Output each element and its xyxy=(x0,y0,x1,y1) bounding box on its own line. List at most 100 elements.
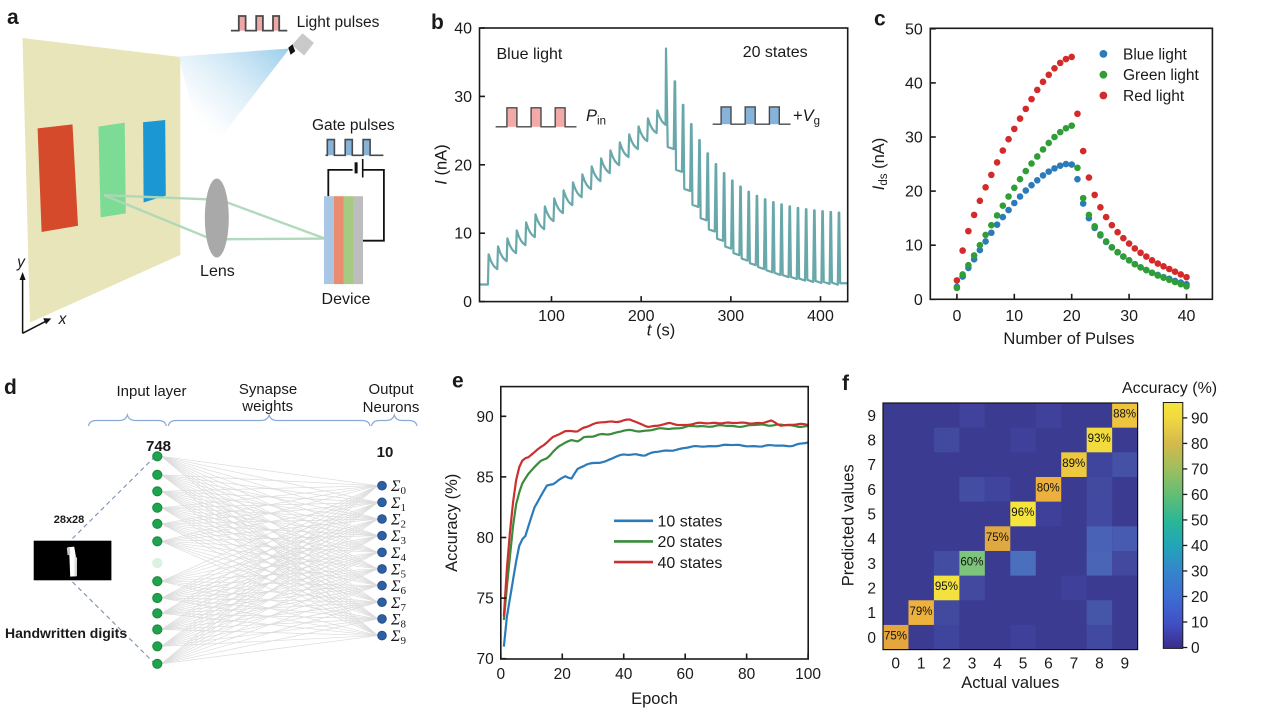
svg-text:Device: Device xyxy=(322,291,371,308)
svg-text:100: 100 xyxy=(538,308,565,325)
svg-text:200: 200 xyxy=(628,308,655,325)
svg-text:300: 300 xyxy=(717,308,744,325)
svg-text:Predicted values: Predicted values xyxy=(840,464,858,586)
svg-text:Gate pulses: Gate pulses xyxy=(312,117,395,134)
svg-text:40: 40 xyxy=(1178,308,1196,325)
svg-text:weights: weights xyxy=(241,398,293,415)
svg-text:Blue light: Blue light xyxy=(1123,46,1187,63)
svg-text:Synapse: Synapse xyxy=(239,381,297,398)
svg-text:20: 20 xyxy=(1191,589,1209,606)
svg-text:30: 30 xyxy=(1191,563,1209,580)
svg-text:0: 0 xyxy=(914,292,923,309)
svg-text:5: 5 xyxy=(1019,656,1028,673)
svg-text:Ids (nA): Ids (nA) xyxy=(870,138,890,191)
svg-text:Input layer: Input layer xyxy=(116,383,186,400)
svg-text:6: 6 xyxy=(867,482,876,499)
svg-text:0: 0 xyxy=(891,656,900,673)
svg-text:e: e xyxy=(452,370,464,393)
svg-text:20 states: 20 states xyxy=(658,534,723,551)
svg-text:748: 748 xyxy=(146,438,171,455)
svg-text:10 states: 10 states xyxy=(658,514,723,531)
svg-text:6: 6 xyxy=(1044,656,1053,673)
svg-text:30: 30 xyxy=(1120,308,1138,325)
svg-text:75%: 75% xyxy=(884,630,907,642)
svg-text:60: 60 xyxy=(1191,487,1209,504)
svg-text:8: 8 xyxy=(1095,656,1104,673)
svg-text:20: 20 xyxy=(905,184,923,201)
svg-text:Output: Output xyxy=(368,381,414,398)
svg-text:b: b xyxy=(431,11,444,34)
svg-text:40: 40 xyxy=(454,21,472,38)
svg-text:0: 0 xyxy=(1191,640,1200,657)
svg-text:Actual values: Actual values xyxy=(961,674,1059,692)
svg-text:Blue light: Blue light xyxy=(497,46,563,63)
svg-text:0: 0 xyxy=(463,294,472,311)
svg-text:1: 1 xyxy=(917,656,926,673)
svg-text:40: 40 xyxy=(615,666,633,683)
svg-text:4: 4 xyxy=(993,656,1002,673)
svg-text:10: 10 xyxy=(1005,308,1023,325)
svg-text:7: 7 xyxy=(867,457,876,474)
svg-text:a: a xyxy=(7,6,19,29)
svg-text:60: 60 xyxy=(677,666,695,683)
svg-text:9: 9 xyxy=(867,408,876,425)
svg-text:10: 10 xyxy=(905,238,923,255)
svg-text:80: 80 xyxy=(477,530,495,547)
svg-text:1: 1 xyxy=(867,605,876,622)
svg-text:79%: 79% xyxy=(909,606,932,618)
svg-text:10: 10 xyxy=(377,444,394,461)
svg-text:0: 0 xyxy=(496,666,505,683)
svg-text:20: 20 xyxy=(554,666,572,683)
svg-text:I (nA): I (nA) xyxy=(433,144,451,184)
svg-text:85: 85 xyxy=(477,469,494,486)
svg-text:y: y xyxy=(16,254,26,271)
svg-text:75: 75 xyxy=(477,591,494,608)
svg-text:Lens: Lens xyxy=(200,263,235,280)
svg-text:Handwritten digits: Handwritten digits xyxy=(5,625,127,641)
svg-text:89%: 89% xyxy=(1062,458,1085,470)
svg-text:Epoch: Epoch xyxy=(631,690,678,708)
svg-text:5: 5 xyxy=(867,506,876,523)
svg-text:80: 80 xyxy=(738,666,756,683)
svg-text:30: 30 xyxy=(454,89,472,106)
svg-text:20: 20 xyxy=(454,157,472,174)
svg-text:90: 90 xyxy=(477,409,495,426)
svg-text:400: 400 xyxy=(807,308,834,325)
svg-text:60%: 60% xyxy=(960,556,983,568)
svg-text:+Vg: +Vg xyxy=(793,107,820,128)
svg-text:c: c xyxy=(874,8,886,31)
svg-text:50: 50 xyxy=(1191,512,1209,529)
svg-text:93%: 93% xyxy=(1088,433,1111,445)
svg-text:70: 70 xyxy=(477,651,495,668)
svg-text:10: 10 xyxy=(454,226,472,243)
svg-text:0: 0 xyxy=(952,308,961,325)
svg-text:20 states: 20 states xyxy=(743,44,808,61)
svg-text:Neurons: Neurons xyxy=(363,399,420,416)
svg-text:f: f xyxy=(842,372,850,395)
svg-text:40: 40 xyxy=(905,75,923,92)
svg-text:Green light: Green light xyxy=(1123,67,1200,84)
svg-text:88%: 88% xyxy=(1113,409,1136,421)
svg-text:x: x xyxy=(58,311,68,328)
svg-text:t (s): t (s) xyxy=(647,322,675,340)
svg-text:Accuracy (%): Accuracy (%) xyxy=(1122,380,1217,397)
svg-text:100: 100 xyxy=(795,666,821,683)
svg-text:2: 2 xyxy=(867,580,876,597)
svg-text:80: 80 xyxy=(1191,436,1209,453)
svg-text:96%: 96% xyxy=(1011,507,1034,519)
svg-text:40 states: 40 states xyxy=(658,555,723,572)
svg-text:28x28: 28x28 xyxy=(54,514,85,526)
svg-text:70: 70 xyxy=(1191,461,1209,478)
svg-text:0: 0 xyxy=(867,630,876,647)
svg-text:9: 9 xyxy=(1121,656,1130,673)
svg-text:50: 50 xyxy=(905,21,923,38)
svg-text:10: 10 xyxy=(1191,614,1209,631)
svg-text:d: d xyxy=(4,376,17,399)
svg-text:30: 30 xyxy=(905,130,923,147)
svg-text:3: 3 xyxy=(968,656,977,673)
svg-text:Red light: Red light xyxy=(1123,88,1185,105)
svg-text:95%: 95% xyxy=(935,581,958,593)
svg-text:7: 7 xyxy=(1070,656,1079,673)
svg-text:3: 3 xyxy=(867,556,876,573)
svg-text:8: 8 xyxy=(867,432,876,449)
